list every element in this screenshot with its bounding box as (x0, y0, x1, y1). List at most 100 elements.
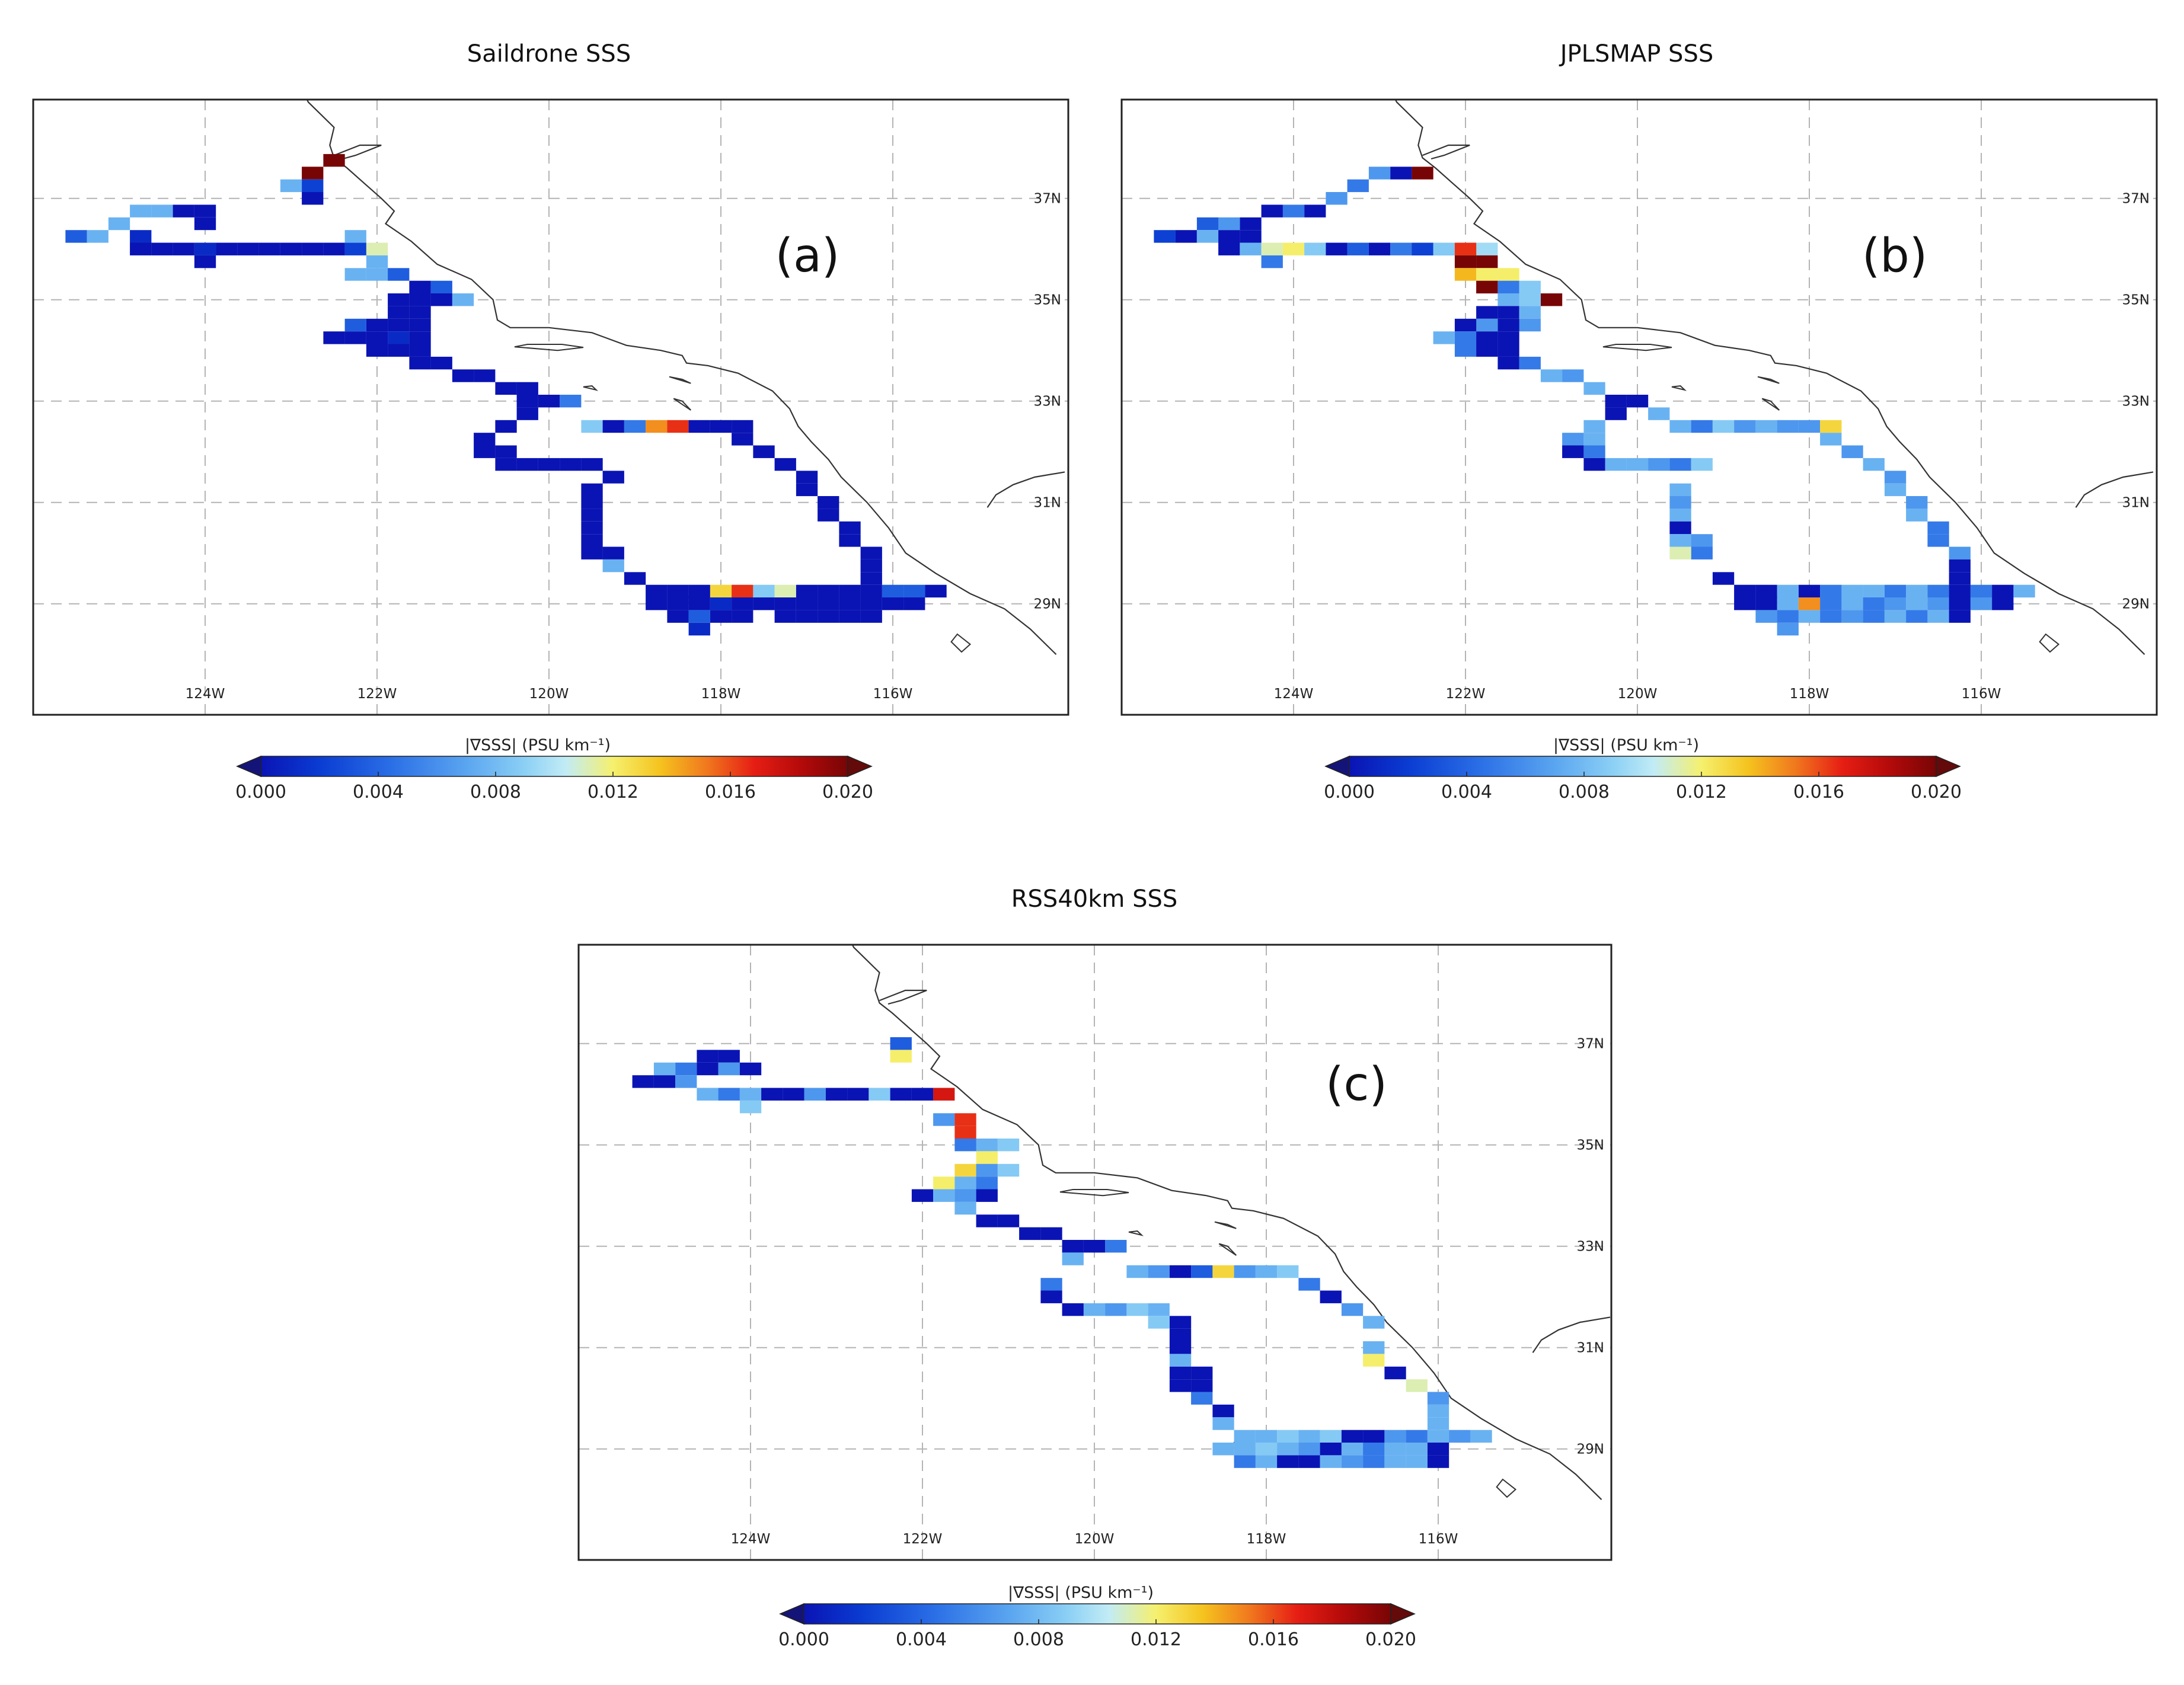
lat-tick-label: 33N (1577, 1239, 1604, 1255)
data-cell (194, 217, 216, 231)
lon-tick-label: 120W (1618, 686, 1658, 702)
data-cell (1798, 597, 1821, 610)
colorbar-tick-label: 0.016 (705, 782, 756, 802)
data-cell (1777, 610, 1799, 623)
data-cell (688, 622, 710, 636)
data-cell (1384, 1443, 1406, 1456)
data-cell (1454, 344, 1477, 357)
data-cell (1906, 610, 1928, 623)
data-cell (697, 1088, 719, 1101)
data-cell (1019, 1227, 1041, 1240)
lon-labels: 124W 122W 120W 118W 116W (1274, 686, 2001, 702)
island (1218, 1243, 1237, 1256)
data-cell (624, 572, 646, 585)
data-cell (1476, 331, 1498, 344)
colorbar-tick-label: 0.016 (1793, 782, 1844, 802)
data-cell (323, 331, 345, 344)
data-cell (632, 1075, 654, 1088)
island (1761, 398, 1780, 411)
data-cell (388, 344, 410, 357)
data-cell (1798, 610, 1821, 623)
data-cell (860, 546, 882, 559)
data-cell (1298, 1455, 1320, 1468)
data-cell (1282, 204, 1305, 218)
data-cell (1755, 610, 1777, 623)
data-cell (344, 318, 366, 332)
data-cell (430, 356, 452, 370)
data-cell (1906, 509, 1928, 522)
data-cell (954, 1139, 976, 1152)
data-cell (194, 255, 216, 268)
data-cell (366, 268, 388, 281)
data-cell (667, 610, 689, 623)
data-cell (1798, 420, 1821, 433)
data-cell (1476, 280, 1498, 294)
data-cell (774, 597, 796, 610)
lon-labels: 124W 122W 120W 118W 116W (731, 1531, 1458, 1547)
data-cell (1734, 584, 1756, 598)
data-cell (796, 597, 818, 610)
data-cell (1277, 1265, 1299, 1278)
colorbar-gradient (1349, 756, 1937, 777)
lat-tick-label: 29N (1577, 1442, 1604, 1457)
colorbar-over-arrow (1390, 1603, 1416, 1625)
data-cell (624, 420, 646, 433)
data-cell (581, 483, 603, 497)
data-cell (1583, 382, 1605, 395)
data-cell (516, 395, 538, 408)
lon-tick-label: 120W (529, 686, 569, 702)
data-cell (1669, 534, 1691, 547)
data-cell (1669, 521, 1691, 535)
island (2039, 633, 2060, 653)
data-cell (933, 1176, 955, 1190)
data-cell (710, 420, 732, 433)
data-cell (1341, 1443, 1364, 1456)
data-cell (1497, 318, 1519, 332)
map-plot: 124W 122W 120W 118W 116W 37N 35N 33N 31N 29N (a) (32, 98, 1069, 716)
panel-title: JPLSMAP SSS (1559, 40, 1713, 68)
coastline-path (1394, 100, 2145, 655)
data-cell (409, 280, 431, 294)
data-cell (1497, 344, 1519, 357)
data-cell (903, 584, 925, 598)
data-cell (1040, 1278, 1062, 1291)
data-cell (366, 344, 388, 357)
data-cell (409, 306, 431, 319)
bay-path (879, 989, 927, 1005)
data-cell (388, 318, 410, 332)
data-cell (344, 331, 366, 344)
lat-tick-label: 37N (1577, 1037, 1604, 1052)
data-cell (1126, 1303, 1148, 1316)
data-cell (1777, 597, 1799, 610)
data-cell (388, 331, 410, 344)
data-cell (860, 572, 882, 585)
island (1128, 1230, 1144, 1236)
colorbar-tick-label: 0.012 (587, 782, 638, 802)
data-cell (732, 584, 753, 598)
data-cell (667, 420, 689, 433)
data-cell (409, 318, 431, 332)
data-cell (1734, 420, 1756, 433)
lon-tick-label: 118W (1247, 1531, 1286, 1547)
data-cell (495, 458, 517, 471)
data-cell (1326, 192, 1348, 205)
data-cell (1691, 534, 1713, 547)
data-cell (675, 1075, 697, 1088)
data-cell (495, 420, 517, 433)
data-cell (739, 1062, 762, 1076)
data-cell (1196, 217, 1219, 231)
colorbar-tick-label: 0.012 (1131, 1629, 1182, 1650)
data-cell (1449, 1430, 1471, 1443)
data-cell (1906, 597, 1928, 610)
data-cell (796, 584, 818, 598)
lon-tick-label: 122W (1446, 686, 1486, 702)
data-cell (933, 1189, 955, 1202)
data-cell (1519, 280, 1541, 294)
data-cell (1234, 1455, 1256, 1468)
data-cell (1884, 584, 1907, 598)
data-cell (890, 1037, 912, 1050)
lon-tick-label: 116W (1419, 1531, 1458, 1547)
data-cell (538, 458, 560, 471)
data-cell (1363, 1354, 1385, 1367)
data-cell (1105, 1303, 1127, 1316)
